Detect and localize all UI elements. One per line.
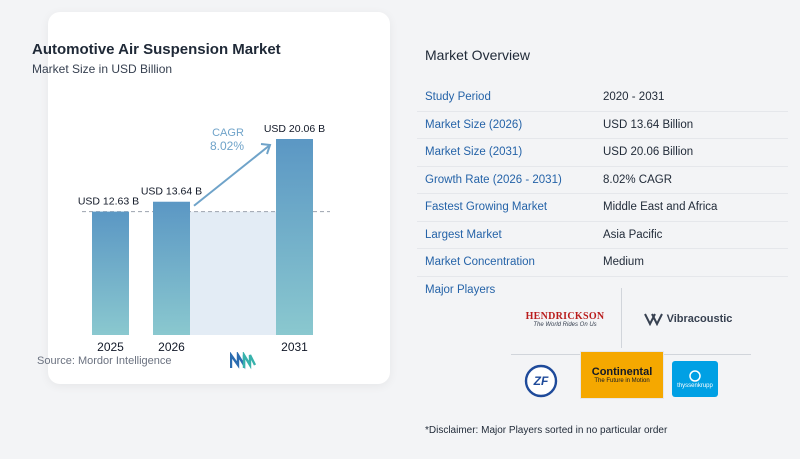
overview-row: Market Concentration Medium (417, 249, 788, 277)
overview-row: Market Size (2031) USD 20.06 Billion (417, 139, 788, 167)
hendrickson-tagline: The World Rides On Us (533, 321, 597, 328)
divider (621, 288, 622, 348)
zf-name: ZF (533, 374, 549, 388)
data-label-2031: USD 20.06 B (264, 123, 325, 135)
overview-label: Growth Rate (2026 - 2031) (425, 173, 562, 186)
disclaimer: *Disclaimer: Major Players sorted in no … (425, 425, 668, 436)
major-players-title: Major Players (425, 284, 496, 296)
continental-name: Continental (591, 366, 653, 378)
thyssenkrupp-mark-icon (689, 370, 701, 382)
cagr-label: CAGR (212, 127, 244, 139)
growth-band (190, 211, 276, 335)
overview-row: Growth Rate (2026 - 2031) 8.02% CAGR (417, 167, 788, 194)
mordor-logo-icon (230, 352, 256, 370)
source-note: Source: Mordor Intelligence (37, 355, 172, 367)
thyssenkrupp-name: thyssenkrupp (677, 383, 713, 389)
continental-tagline: The Future in Motion (594, 378, 650, 384)
thyssenkrupp-logo: thyssenkrupp (672, 361, 718, 397)
x-tick-2031: 2031 (281, 340, 308, 354)
cagr-arrow-line (193, 144, 271, 207)
vibracoustic-logo: Vibracoustic (629, 304, 747, 334)
bar-2026 (153, 201, 190, 335)
overview-label: Market Size (2026) (425, 118, 523, 131)
overview-row: Study Period 2020 - 2031 (417, 84, 788, 112)
market-overview-table: Study Period 2020 - 2031 Market Size (202… (417, 84, 788, 277)
bar-chart: USD 12.63 B 2025 USD 13.64 B 2026 USD 20.06 … (78, 123, 330, 354)
zf-logo: ZF (523, 363, 559, 399)
bar-2025 (92, 211, 129, 335)
bar-2031 (276, 139, 313, 335)
overview-row: Market Size (2026) USD 13.64 Billion (417, 112, 788, 139)
overview-value: Asia Pacific (603, 228, 663, 241)
overview-value: Medium (603, 256, 644, 269)
vibracoustic-mark-icon (643, 313, 663, 326)
overview-value: USD 13.64 Billion (603, 118, 694, 131)
market-overview-title: Market Overview (425, 47, 531, 63)
overview-label: Market Size (2031) (425, 146, 523, 159)
vibracoustic-name: Vibracoustic (666, 313, 733, 325)
overview-row: Largest Market Asia Pacific (417, 222, 788, 249)
hendrickson-logo: HENDRICKSON The World Rides On Us (511, 304, 619, 334)
overview-value: 8.02% CAGR (603, 173, 673, 186)
zf-mark-icon (524, 364, 558, 398)
chart-subtitle: Market Size in USD Billion (32, 62, 173, 76)
overview-label: Fastest Growing Market (425, 201, 548, 214)
x-tick-2026: 2026 (158, 340, 185, 354)
chart-title: Automotive Air Suspension Market (32, 41, 281, 58)
major-players-grid: HENDRICKSON The World Rides On Us Vibrac… (511, 288, 751, 400)
x-tick-2025: 2025 (97, 340, 124, 354)
data-label-2026: USD 13.64 B (141, 186, 202, 198)
overview-label: Market Concentration (425, 256, 535, 269)
cagr-value: 8.02% (210, 139, 244, 153)
overview-value: Middle East and Africa (603, 201, 718, 214)
continental-logo: Continental The Future in Motion (580, 351, 664, 399)
data-label-2025: USD 12.63 B (78, 196, 139, 208)
overview-label: Study Period (425, 91, 491, 104)
overview-value: 2020 - 2031 (603, 91, 665, 104)
overview-value: USD 20.06 Billion (603, 146, 694, 159)
cagr-arrow-head (260, 143, 272, 155)
overview-label: Largest Market (425, 228, 502, 241)
overview-row: Fastest Growing Market Middle East and Af… (417, 194, 788, 222)
hendrickson-name: HENDRICKSON (525, 310, 605, 322)
